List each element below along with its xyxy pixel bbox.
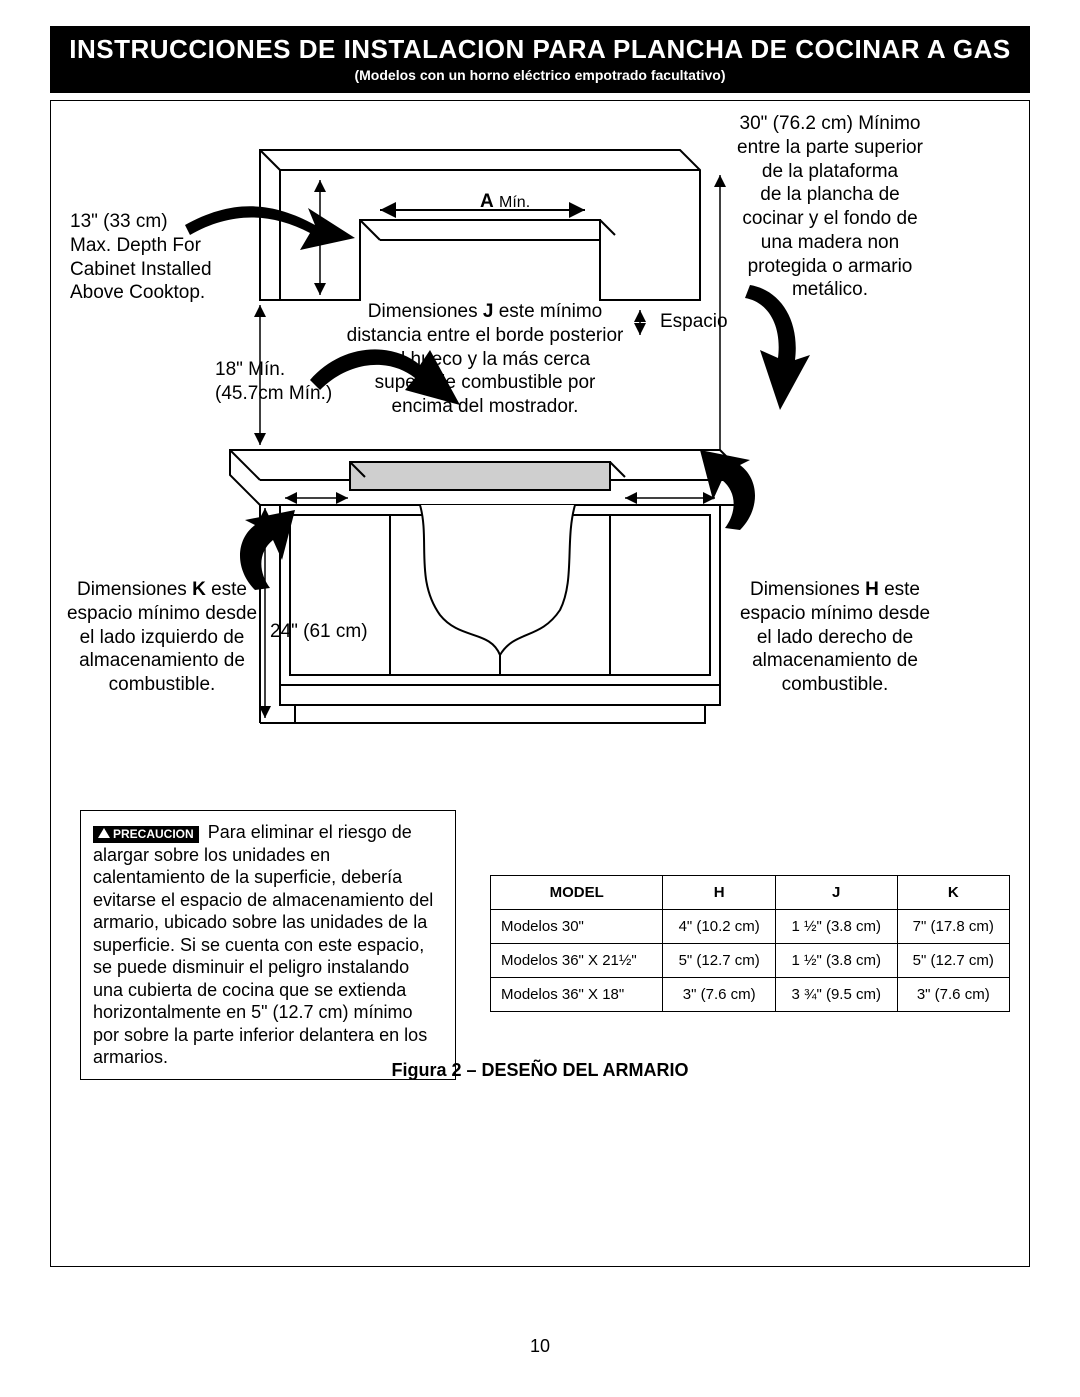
- h-bold: H: [865, 579, 879, 600]
- h-label: Dimensiones H este espacio mínimo desde …: [735, 578, 935, 697]
- dimensions-table: MODEL H J K Modelos 30" 4" (10.2 cm) 1 ½…: [490, 875, 1010, 1012]
- cell: 4" (10.2 cm): [663, 910, 775, 944]
- table-row: Modelos 36" X 21½" 5" (12.7 cm) 1 ½" (3.…: [491, 944, 1010, 978]
- cell: 5" (12.7 cm): [897, 944, 1009, 978]
- th-model: MODEL: [491, 876, 663, 910]
- warning-icon: [98, 828, 110, 838]
- page-subtitle: (Modelos con un horno eléctrico empotrad…: [60, 67, 1020, 83]
- j-label: Dimensiones J este mínimo distancia entr…: [335, 300, 635, 419]
- th-j: J: [775, 876, 897, 910]
- page: INSTRUCCIONES DE INSTALACION PARA PLANCH…: [0, 0, 1080, 1397]
- a-min: Mín.: [499, 194, 530, 211]
- cell: 3 ¾" (9.5 cm): [775, 978, 897, 1012]
- th-k: K: [897, 876, 1009, 910]
- table-row: Modelos 36" X 18" 3" (7.6 cm) 3 ¾" (9.5 …: [491, 978, 1010, 1012]
- k-label: Dimensiones K este espacio mínimo desde …: [62, 578, 262, 697]
- caution-box: PRECAUCION Para eliminar el riesgo de al…: [80, 810, 456, 1080]
- cell: 3" (7.6 cm): [897, 978, 1009, 1012]
- table-header-row: MODEL H J K: [491, 876, 1010, 910]
- page-number: 10: [0, 1336, 1080, 1357]
- caution-tag: PRECAUCION: [93, 826, 199, 843]
- cell: Modelos 36" X 21½": [491, 944, 663, 978]
- cell: 3" (7.6 cm): [663, 978, 775, 1012]
- depth-label: 13" (33 cm) Max. Depth For Cabinet Insta…: [70, 210, 250, 305]
- cell: Modelos 30": [491, 910, 663, 944]
- table-row: Modelos 30" 4" (10.2 cm) 1 ½" (3.8 cm) 7…: [491, 910, 1010, 944]
- caution-tag-text: PRECAUCION: [113, 827, 194, 841]
- cell: 1 ½" (3.8 cm): [775, 910, 897, 944]
- cell: 7" (17.8 cm): [897, 910, 1009, 944]
- th-h: H: [663, 876, 775, 910]
- page-title: INSTRUCCIONES DE INSTALACION PARA PLANCH…: [60, 34, 1020, 65]
- depth-24-label: 24" (61 cm): [270, 620, 368, 644]
- caution-text: Para eliminar el riesgo de alargar sobre…: [93, 822, 433, 1067]
- header-bar: INSTRUCCIONES DE INSTALACION PARA PLANCH…: [50, 26, 1030, 93]
- espacio-label: Espacio: [660, 310, 728, 334]
- cell: 1 ½" (3.8 cm): [775, 944, 897, 978]
- a-letter: A: [480, 191, 494, 212]
- top-clearance-label: 30" (76.2 cm) Mínimo entre la parte supe…: [730, 112, 930, 302]
- j-bold: J: [483, 301, 494, 322]
- figure-caption: Figura 2 – DESEÑO DEL ARMARIO: [0, 1060, 1080, 1081]
- k-bold: K: [192, 579, 206, 600]
- cell: 5" (12.7 cm): [663, 944, 775, 978]
- a-min-label: A Mín.: [480, 190, 530, 214]
- cell: Modelos 36" X 18": [491, 978, 663, 1012]
